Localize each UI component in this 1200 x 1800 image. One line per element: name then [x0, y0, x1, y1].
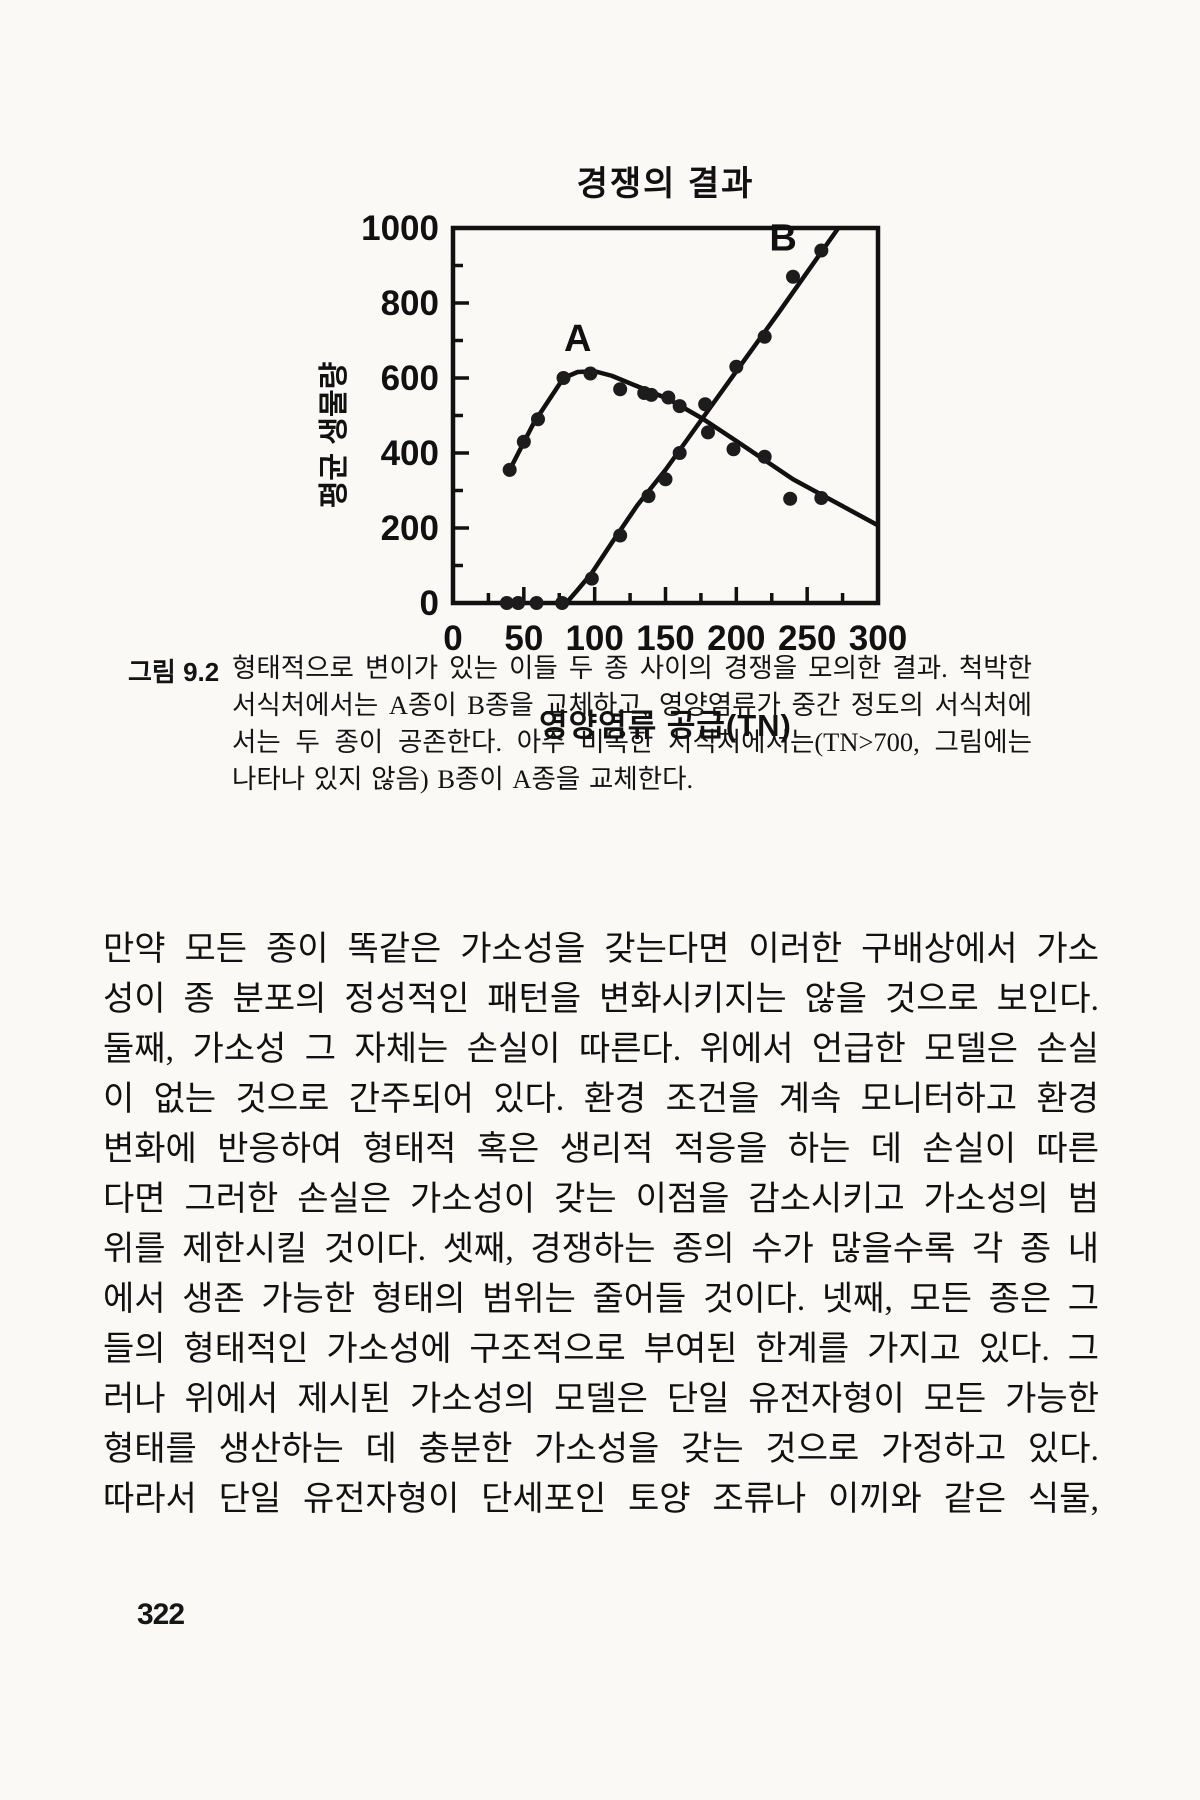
x-tick-label: 200 — [707, 619, 765, 658]
x-tick-label: 0 — [443, 619, 462, 658]
body-text-line: 러나 위에서 제시된 가소성의 모델은 단일 유전자형이 모든 가능한 — [103, 1381, 1099, 1418]
series-b-point — [511, 596, 526, 610]
series-a-point — [531, 412, 545, 427]
y-axis-title: 평균 생물량 — [318, 361, 351, 509]
figure-caption-number: 그림 9.2 — [128, 657, 220, 687]
series-a-point — [814, 491, 829, 505]
series-a-point — [583, 366, 598, 381]
series-a-point — [556, 371, 571, 385]
page-number: 322 — [137, 1598, 185, 1631]
caption-line: 서식처에서는 A종이 B종을 교체하고, 영양염류가 중간 정도의 서식처에 — [232, 690, 1032, 720]
series-a-label: A — [564, 318, 591, 360]
y-tick-label: 800 — [381, 284, 439, 323]
body-text-line: 형태를 생산하는 데 충분한 가소성을 갖는 것으로 가정하고 있다. — [103, 1431, 1099, 1468]
series-b-point — [672, 446, 687, 460]
x-tick-label: 50 — [504, 619, 543, 658]
series-a-point — [726, 442, 741, 457]
series-a-point — [613, 382, 628, 397]
body-text-line: 따라서 단일 유전자형이 단세포인 토양 조류나 이끼와 같은 식물, — [103, 1481, 1099, 1518]
series-a-point — [661, 390, 676, 405]
caption-line: 형태적으로 변이가 있는 이들 두 종 사이의 경쟁을 모의한 결과. 척박한 — [232, 653, 1032, 683]
series-b-point — [641, 489, 656, 504]
series-a-point — [757, 449, 772, 464]
series-b-point — [584, 571, 599, 586]
x-tick-label: 300 — [849, 619, 907, 658]
body-text: 만약 모든 종이 똑같은 가소성을 갖는다면 이러한 구배상에서 가소 성이 종… — [103, 925, 1099, 1525]
series-b-point — [529, 596, 544, 610]
body-text-line: 위를 제한시킬 것이다. 셋째, 경쟁하는 종의 수가 많을수록 각 종 내 — [103, 1231, 1099, 1268]
body-text-line: 다면 그러한 손실은 가소성이 갖는 이점을 감소시키고 가소성의 범 — [103, 1181, 1099, 1218]
series-b-line — [564, 226, 841, 605]
body-text-line: 변화에 반응하여 형태적 혹은 생리적 적응을 하는 데 손실이 따른 — [103, 1131, 1099, 1168]
series-a-point — [672, 399, 687, 414]
body-text-line: 성이 종 분포의 정성적인 패턴을 변화시키지는 않을 것으로 보인다. — [103, 981, 1099, 1018]
series-b-point — [499, 596, 514, 610]
figure-caption: 형태적으로 변이가 있는 이들 두 종 사이의 경쟁을 모의한 결과. 척박한 … — [232, 650, 1032, 798]
series-b-point — [729, 359, 744, 374]
series-a-line — [507, 369, 880, 528]
series-a-point — [783, 491, 798, 506]
body-text-line: 이 없는 것으로 간주되어 있다. 환경 조건을 계속 모니터하고 환경 — [103, 1081, 1099, 1118]
series-b-point — [698, 397, 713, 412]
y-tick-label: 200 — [381, 509, 439, 548]
y-tick-label: 600 — [381, 359, 439, 398]
series-b-point — [658, 472, 673, 487]
axis-frame — [450, 225, 881, 606]
series-a-point — [701, 425, 715, 440]
chart-title: 경쟁의 결과 — [576, 165, 755, 203]
body-text-line: 에서 생존 가능한 형태의 범위는 줄어들 것이다. 넷째, 모든 종은 그 — [103, 1281, 1099, 1318]
series-a-point — [502, 462, 517, 477]
series-b-label: B — [769, 218, 796, 260]
x-tick-label: 100 — [565, 619, 623, 658]
series-b-point — [613, 528, 628, 543]
body-text-line: 들의 형태적인 가소성에 구조적으로 부여된 한계를 가지고 있다. 그 — [103, 1331, 1099, 1368]
x-tick-label: 150 — [636, 619, 694, 658]
x-axis-title: 영양염류 공급(TN) — [539, 708, 792, 743]
body-text-line: 만약 모든 종이 똑같은 가소성을 갖는다면 이러한 구배상에서 가소 — [103, 931, 1099, 968]
y-tick-label: 400 — [381, 434, 439, 473]
series-b-point — [555, 596, 570, 610]
caption-line: 서는 두 종이 공존한다. 아주 비옥한 서식처에서는(TN>700, 그림에는 — [232, 727, 1032, 757]
competition-chart: 0 50 100 150 200 250 300 0 200 400 600 800 1000 A B — [361, 209, 907, 658]
series-b-point — [814, 243, 829, 258]
series-b-point — [757, 329, 772, 344]
series-a-point — [516, 434, 531, 449]
series-b-point — [786, 269, 800, 284]
series-a-point — [644, 387, 659, 402]
body-text-line: 둘째, 가소성 그 자체는 손실이 따른다. 위에서 언급한 모델은 손실 — [103, 1031, 1099, 1068]
y-tick-label: 0 — [420, 584, 439, 623]
caption-line: 나타나 있지 않음) B종이 A종을 교체한다. — [232, 764, 694, 794]
x-tick-label: 250 — [778, 619, 836, 658]
y-tick-label: 1000 — [361, 209, 439, 248]
